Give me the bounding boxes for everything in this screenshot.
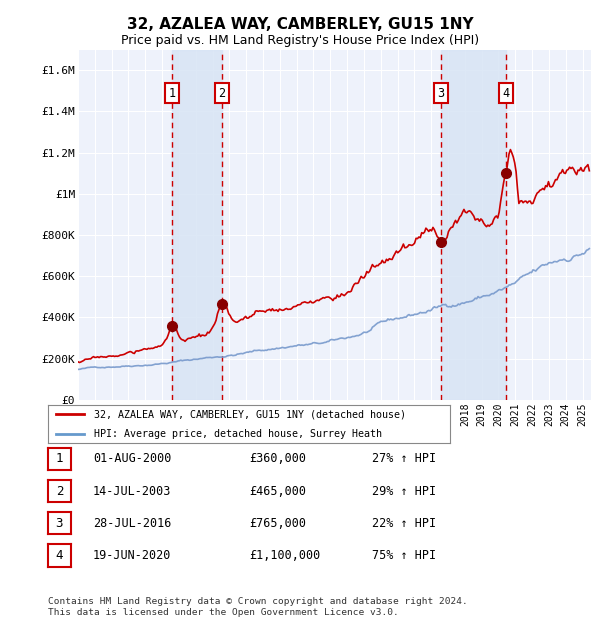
Text: 32, AZALEA WAY, CAMBERLEY, GU15 1NY (detached house): 32, AZALEA WAY, CAMBERLEY, GU15 1NY (det… [94, 409, 406, 420]
Text: Contains HM Land Registry data © Crown copyright and database right 2024.
This d: Contains HM Land Registry data © Crown c… [48, 598, 468, 617]
Text: Price paid vs. HM Land Registry's House Price Index (HPI): Price paid vs. HM Land Registry's House … [121, 34, 479, 47]
Text: £765,000: £765,000 [249, 517, 306, 529]
Text: 2: 2 [218, 87, 225, 100]
Text: 75% ↑ HPI: 75% ↑ HPI [372, 549, 436, 562]
Text: 3: 3 [437, 87, 445, 100]
Text: 14-JUL-2003: 14-JUL-2003 [93, 485, 172, 497]
Text: £360,000: £360,000 [249, 453, 306, 465]
Bar [441, 50, 506, 400]
Text: 4: 4 [503, 87, 510, 100]
Text: 1: 1 [168, 87, 175, 100]
Text: 27% ↑ HPI: 27% ↑ HPI [372, 453, 436, 465]
Text: 28-JUL-2016: 28-JUL-2016 [93, 517, 172, 529]
Text: £1,100,000: £1,100,000 [249, 549, 320, 562]
Text: 3: 3 [56, 517, 63, 529]
Text: 4: 4 [56, 549, 63, 562]
Text: 19-JUN-2020: 19-JUN-2020 [93, 549, 172, 562]
Text: 22% ↑ HPI: 22% ↑ HPI [372, 517, 436, 529]
Text: 32, AZALEA WAY, CAMBERLEY, GU15 1NY: 32, AZALEA WAY, CAMBERLEY, GU15 1NY [127, 17, 473, 32]
Text: HPI: Average price, detached house, Surrey Heath: HPI: Average price, detached house, Surr… [94, 428, 382, 439]
Text: 1: 1 [56, 453, 63, 465]
Text: £465,000: £465,000 [249, 485, 306, 497]
Text: 2: 2 [56, 485, 63, 497]
Bar [172, 50, 221, 400]
Text: 29% ↑ HPI: 29% ↑ HPI [372, 485, 436, 497]
Text: 01-AUG-2000: 01-AUG-2000 [93, 453, 172, 465]
